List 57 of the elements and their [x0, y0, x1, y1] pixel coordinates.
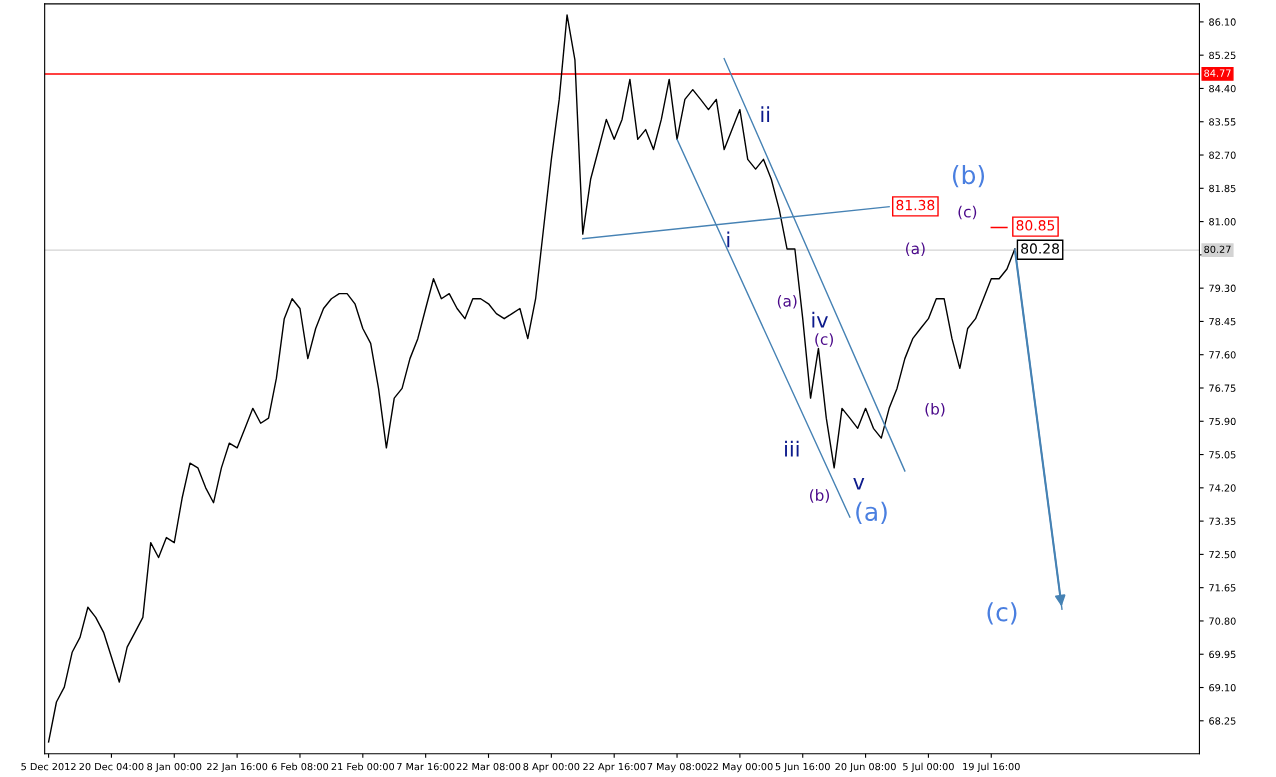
annotation: (c)	[958, 205, 977, 220]
x-tick-label: 7 May 08:00	[647, 762, 707, 773]
annotation: 80.85	[1016, 220, 1055, 231]
annotation: iii	[785, 440, 799, 457]
x-tick-label: 19 Jul 16:00	[963, 762, 1020, 773]
y-tick-label: 75.90	[1209, 417, 1236, 426]
x-tick-label: 5 Dec 2012	[21, 762, 76, 771]
x-tick-label: 5 Jul 00:00	[903, 762, 954, 773]
y-tick-label: 75.05	[1209, 451, 1236, 459]
y-tick-label: 85.25	[1209, 51, 1236, 60]
annotation: ii	[761, 106, 770, 123]
y-tick-label: 69.10	[1209, 684, 1236, 692]
annotation: iv	[812, 311, 828, 328]
annotation: i	[727, 231, 730, 248]
y-tick-label: 69.95	[1209, 650, 1236, 659]
y-tick-label: 72.50	[1209, 550, 1236, 559]
annotation: (c)	[987, 602, 1017, 625]
annotation: v	[853, 478, 865, 490]
y-tick-label: 84.40	[1209, 84, 1236, 93]
y-tick-label: 83.55	[1209, 118, 1236, 126]
y-tick-label: 81.00	[1209, 218, 1236, 226]
y-tick-label: 68.25	[1209, 717, 1236, 725]
y-tick-label: 86.10	[1209, 18, 1236, 26]
y-tick-label: 71.65	[1209, 584, 1236, 592]
annotation: (a)	[906, 242, 925, 257]
x-tick-label: 22 Mar 08:00	[456, 762, 521, 771]
y-tick-label: 73.35	[1209, 517, 1236, 525]
y-tick-label: 78.45	[1209, 317, 1236, 326]
y-tick-label: 74.20	[1209, 484, 1236, 492]
y-tick-label: 76.75	[1209, 384, 1236, 392]
line-series	[47, 14, 1016, 743]
x-tick-label: 20 Jun 08:00	[835, 762, 896, 773]
x-tick-label: 8 Apr 00:00	[523, 762, 580, 773]
x-tick-label: 20 Dec 04:00	[79, 762, 144, 771]
x-tick-label: 22 Apr 16:00	[583, 762, 646, 773]
annotation: (b)	[810, 489, 830, 503]
x-tick-label: 22 Jan 16:00	[207, 762, 268, 773]
annotation: (a)	[856, 501, 887, 524]
y-tick-label: 79.30	[1209, 284, 1236, 292]
y-tick-label: 82.70	[1209, 151, 1236, 159]
x-tick-label: 21 Feb 00:00	[331, 762, 395, 771]
ref-line-label: 80.27	[1204, 245, 1231, 253]
x-tick-label: 5 Jun 16:00	[775, 762, 830, 773]
x-tick-label: 7 Mar 16:00	[397, 762, 455, 771]
x-tick-label: 22 May 00:00	[707, 762, 773, 773]
annotation: (b)	[952, 164, 985, 188]
x-tick-label: 8 Jan 00:00	[147, 762, 202, 773]
annotation: 81.38	[896, 199, 935, 211]
annotation: 80.28	[1021, 243, 1060, 254]
x-tick-label: 6 Feb 08:00	[271, 762, 329, 771]
y-tick-label: 70.80	[1209, 617, 1236, 625]
annotation: (a)	[777, 294, 797, 309]
y-tick-label: 81.85	[1209, 184, 1236, 193]
annotation: (c)	[815, 333, 833, 347]
ref-line-label: 84.77	[1204, 69, 1231, 77]
y-tick-label: 77.60	[1209, 351, 1236, 359]
annotation: (b)	[925, 402, 945, 417]
